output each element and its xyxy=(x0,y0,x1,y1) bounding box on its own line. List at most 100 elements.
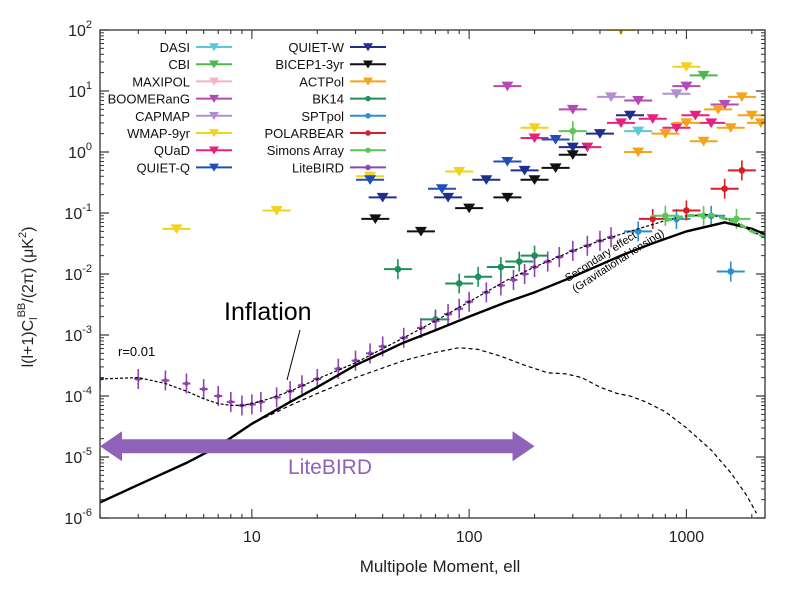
data-point-boomerang xyxy=(632,95,645,106)
data-point-quiet-q xyxy=(501,156,514,167)
data-point-polarbear xyxy=(683,207,690,214)
tensor-only-curve xyxy=(251,347,757,514)
legend-marker-quiet-w xyxy=(363,43,373,52)
data-point-dasi xyxy=(632,126,645,137)
data-point-actpol xyxy=(724,123,737,133)
data-point-boomerang xyxy=(718,100,731,110)
data-point-litebird xyxy=(228,399,234,405)
legend-label-actpol: ACTPol xyxy=(299,74,344,89)
data-point-quiet-w xyxy=(376,192,389,203)
legend-label-dasi: DASI xyxy=(160,40,190,55)
data-point-actpol xyxy=(697,136,710,147)
data-point-bicep1-3yr xyxy=(369,214,382,225)
litebird-range-label: LiteBIRD xyxy=(288,456,372,479)
y-axis-label: l(l+1)ClBB/(2π) (μK2) xyxy=(16,227,40,368)
legend-label-bk14: BK14 xyxy=(312,92,344,107)
legend-label-polarbear: POLARBEAR xyxy=(265,126,344,141)
y-tick-label: 102 xyxy=(68,19,92,40)
data-point-capmap xyxy=(670,89,683,99)
data-point-quiet-w xyxy=(480,175,493,185)
data-point-quiet-w xyxy=(566,142,579,153)
total-bb-curve xyxy=(100,213,765,406)
data-point-litebird xyxy=(353,358,358,363)
data-point-wmap-9yr xyxy=(528,123,541,133)
data-point-bicep1-3yr xyxy=(549,163,562,173)
y-tick-label: 10-5 xyxy=(64,446,92,467)
legend-label-litebird: LiteBIRD xyxy=(292,160,344,175)
data-point-quiet-w xyxy=(442,192,455,203)
data-point-bicep1-3yr xyxy=(414,226,427,237)
legend-marker-wmap-9yr xyxy=(209,129,219,138)
data-point-bicep1-3yr xyxy=(501,192,514,203)
legend-label-sptpol: SPTpol xyxy=(301,109,344,124)
data-point-litebird xyxy=(216,393,221,399)
data-point-actpol xyxy=(680,118,693,128)
simons-array-curve xyxy=(665,212,765,239)
data-point-quad xyxy=(705,118,718,128)
data-point-bk14 xyxy=(394,265,402,273)
y-tick-label: 10-2 xyxy=(64,263,92,284)
inflation-label: Inflation xyxy=(224,298,312,326)
data-point-quad xyxy=(615,118,628,128)
x-axis-label: Multipole Moment, ell xyxy=(360,557,521,576)
data-point-litebird xyxy=(608,235,614,240)
r-value-label: r=0.01 xyxy=(118,344,155,359)
y-tick-label: 10-4 xyxy=(64,385,92,406)
data-point-sptpol xyxy=(634,228,642,235)
legend-marker-cbi xyxy=(209,60,219,69)
x-tick-label: 1000 xyxy=(669,529,705,546)
legend-marker-polarbear xyxy=(365,130,371,136)
data-point-litebird xyxy=(522,271,527,277)
legend-marker-sptpol xyxy=(365,113,371,119)
data-point-actpol xyxy=(745,110,758,121)
data-point-bk14 xyxy=(455,280,463,287)
data-point-quad xyxy=(528,133,541,144)
data-point-bk14 xyxy=(515,258,523,265)
data-point-bicep1-3yr xyxy=(463,203,476,214)
data-point-bk14 xyxy=(497,263,505,271)
data-point-actpol xyxy=(632,147,645,158)
data-point-actpol xyxy=(712,104,725,115)
data-point-litebird xyxy=(511,277,516,283)
legend-label-cbi: CBI xyxy=(168,57,190,72)
data-point-actpol xyxy=(735,92,748,103)
data-point-bk14 xyxy=(531,252,538,259)
x-tick-label: 10 xyxy=(243,529,261,546)
data-point-cbi xyxy=(697,70,710,81)
data-point-wmap-9yr xyxy=(680,62,693,72)
data-point-actpol xyxy=(754,118,765,128)
data-point-quiet-w xyxy=(623,110,636,121)
legend-label-wmap-9yr: WMAP-9yr xyxy=(127,126,191,141)
legend-marker-bk14 xyxy=(365,95,371,102)
data-point-polarbear xyxy=(649,215,657,223)
axis-ticks: 10-6 10-5 10-4 10-3 10-2 10-1 100 101 102 10 100 10… xyxy=(64,19,765,546)
data-point-boomerang xyxy=(566,104,579,115)
data-point-actpol xyxy=(659,129,672,139)
data-point-sptpol xyxy=(727,268,735,275)
data-point-polarbear xyxy=(721,185,728,193)
litebird-range-arrow-right-head xyxy=(512,431,535,462)
data-point-quad xyxy=(689,110,702,121)
legend-marker-bicep1-3yr xyxy=(363,60,373,69)
legend-label-maxipol: MAXIPOL xyxy=(132,74,190,89)
legend-label-quad: QUaD xyxy=(154,143,190,158)
data-point-quiet-w xyxy=(593,129,606,139)
data-point-bicep1-3yr xyxy=(528,175,541,185)
x-tick-label: 100 xyxy=(456,529,483,546)
legend-marker-maxipol xyxy=(209,77,219,86)
legend-label-quiet-w: QUIET-W xyxy=(288,40,344,55)
data-point-litebird xyxy=(201,386,206,392)
data-point-polarbear xyxy=(738,167,746,174)
data-point-quiet-q xyxy=(435,184,448,194)
legend-label-boomerang: BOOMERanG xyxy=(108,92,190,107)
legend-marker-quiet-q xyxy=(209,163,219,172)
data-point-wmap-9yr xyxy=(170,224,183,234)
data-point-quad xyxy=(670,123,683,133)
legend-marker-simons-array xyxy=(365,147,371,153)
legend-label-simons-array: Simons Array xyxy=(267,143,345,158)
y-tick-label: 10-1 xyxy=(64,202,92,223)
data-point-simons-array xyxy=(662,212,669,220)
data-point-boomerang xyxy=(501,81,514,92)
